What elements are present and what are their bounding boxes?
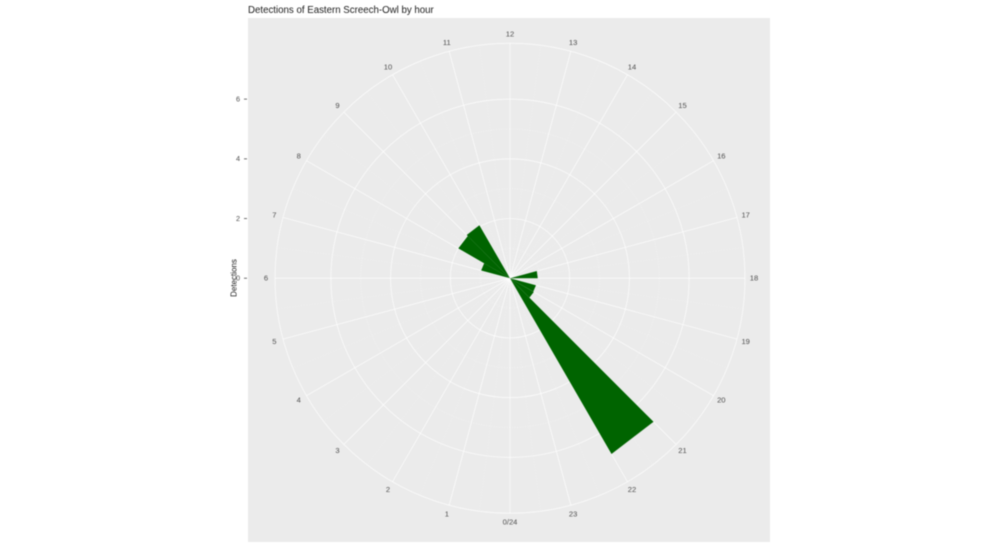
svg-text:15: 15 bbox=[678, 101, 686, 110]
svg-text:9: 9 bbox=[335, 101, 339, 110]
svg-text:11: 11 bbox=[443, 38, 451, 47]
svg-text:0: 0 bbox=[236, 274, 240, 283]
svg-text:20: 20 bbox=[717, 396, 725, 405]
svg-text:1: 1 bbox=[445, 509, 449, 518]
svg-text:2: 2 bbox=[386, 485, 390, 494]
svg-text:16: 16 bbox=[717, 152, 725, 161]
svg-text:8: 8 bbox=[297, 152, 301, 161]
svg-text:21: 21 bbox=[678, 446, 686, 455]
svg-text:0/24: 0/24 bbox=[503, 518, 518, 527]
svg-text:23: 23 bbox=[569, 509, 577, 518]
svg-text:14: 14 bbox=[628, 62, 636, 71]
svg-text:6: 6 bbox=[236, 94, 240, 103]
svg-text:4: 4 bbox=[236, 154, 240, 163]
svg-text:10: 10 bbox=[384, 62, 392, 71]
svg-text:3: 3 bbox=[335, 446, 339, 455]
svg-text:22: 22 bbox=[628, 485, 636, 494]
svg-text:7: 7 bbox=[272, 211, 276, 220]
svg-text:17: 17 bbox=[741, 211, 749, 220]
svg-text:2: 2 bbox=[236, 214, 240, 223]
svg-text:12: 12 bbox=[506, 30, 514, 39]
svg-text:5: 5 bbox=[272, 337, 276, 346]
svg-text:19: 19 bbox=[741, 337, 749, 346]
svg-text:6: 6 bbox=[264, 274, 268, 283]
svg-text:13: 13 bbox=[569, 38, 577, 47]
svg-text:4: 4 bbox=[297, 396, 301, 405]
svg-text:18: 18 bbox=[750, 274, 758, 283]
